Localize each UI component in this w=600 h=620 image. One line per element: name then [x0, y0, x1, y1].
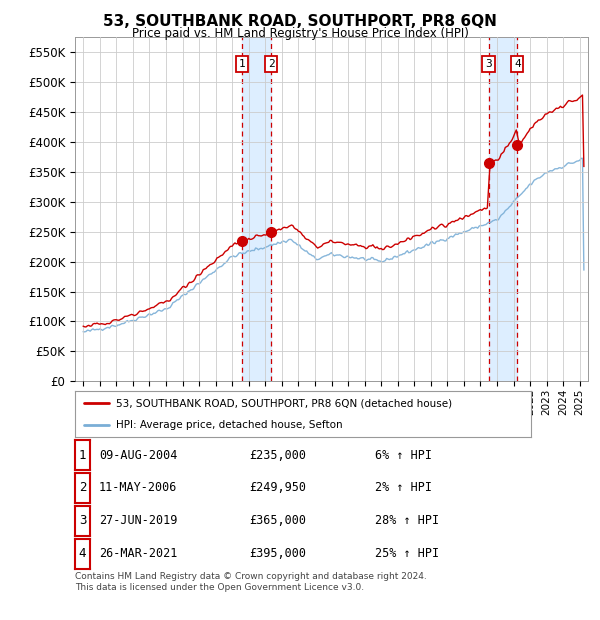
Text: 11-MAY-2006: 11-MAY-2006	[99, 482, 178, 494]
Text: 25% ↑ HPI: 25% ↑ HPI	[375, 547, 439, 560]
Bar	[242, 37, 271, 381]
Text: 4: 4	[79, 547, 86, 560]
Text: £395,000: £395,000	[249, 547, 306, 560]
Text: £249,950: £249,950	[249, 482, 306, 494]
Text: Contains HM Land Registry data © Crown copyright and database right 2024.
This d: Contains HM Land Registry data © Crown c…	[75, 572, 427, 593]
Text: 4: 4	[514, 59, 521, 69]
Text: 53, SOUTHBANK ROAD, SOUTHPORT, PR8 6QN: 53, SOUTHBANK ROAD, SOUTHPORT, PR8 6QN	[103, 14, 497, 29]
Text: 2: 2	[79, 482, 86, 494]
Text: Price paid vs. HM Land Registry's House Price Index (HPI): Price paid vs. HM Land Registry's House …	[131, 27, 469, 40]
Text: 2% ↑ HPI: 2% ↑ HPI	[375, 482, 432, 494]
Text: 27-JUN-2019: 27-JUN-2019	[99, 515, 178, 527]
Text: 1: 1	[79, 449, 86, 461]
Text: 28% ↑ HPI: 28% ↑ HPI	[375, 515, 439, 527]
Text: 26-MAR-2021: 26-MAR-2021	[99, 547, 178, 560]
Text: 09-AUG-2004: 09-AUG-2004	[99, 449, 178, 461]
Text: 1: 1	[239, 59, 245, 69]
Text: 3: 3	[485, 59, 492, 69]
Text: 3: 3	[79, 515, 86, 527]
Text: HPI: Average price, detached house, Sefton: HPI: Average price, detached house, Seft…	[116, 420, 343, 430]
Text: 6% ↑ HPI: 6% ↑ HPI	[375, 449, 432, 461]
Text: 2: 2	[268, 59, 275, 69]
Text: £235,000: £235,000	[249, 449, 306, 461]
Text: £365,000: £365,000	[249, 515, 306, 527]
Bar	[488, 37, 517, 381]
Text: 53, SOUTHBANK ROAD, SOUTHPORT, PR8 6QN (detached house): 53, SOUTHBANK ROAD, SOUTHPORT, PR8 6QN (…	[116, 398, 452, 408]
